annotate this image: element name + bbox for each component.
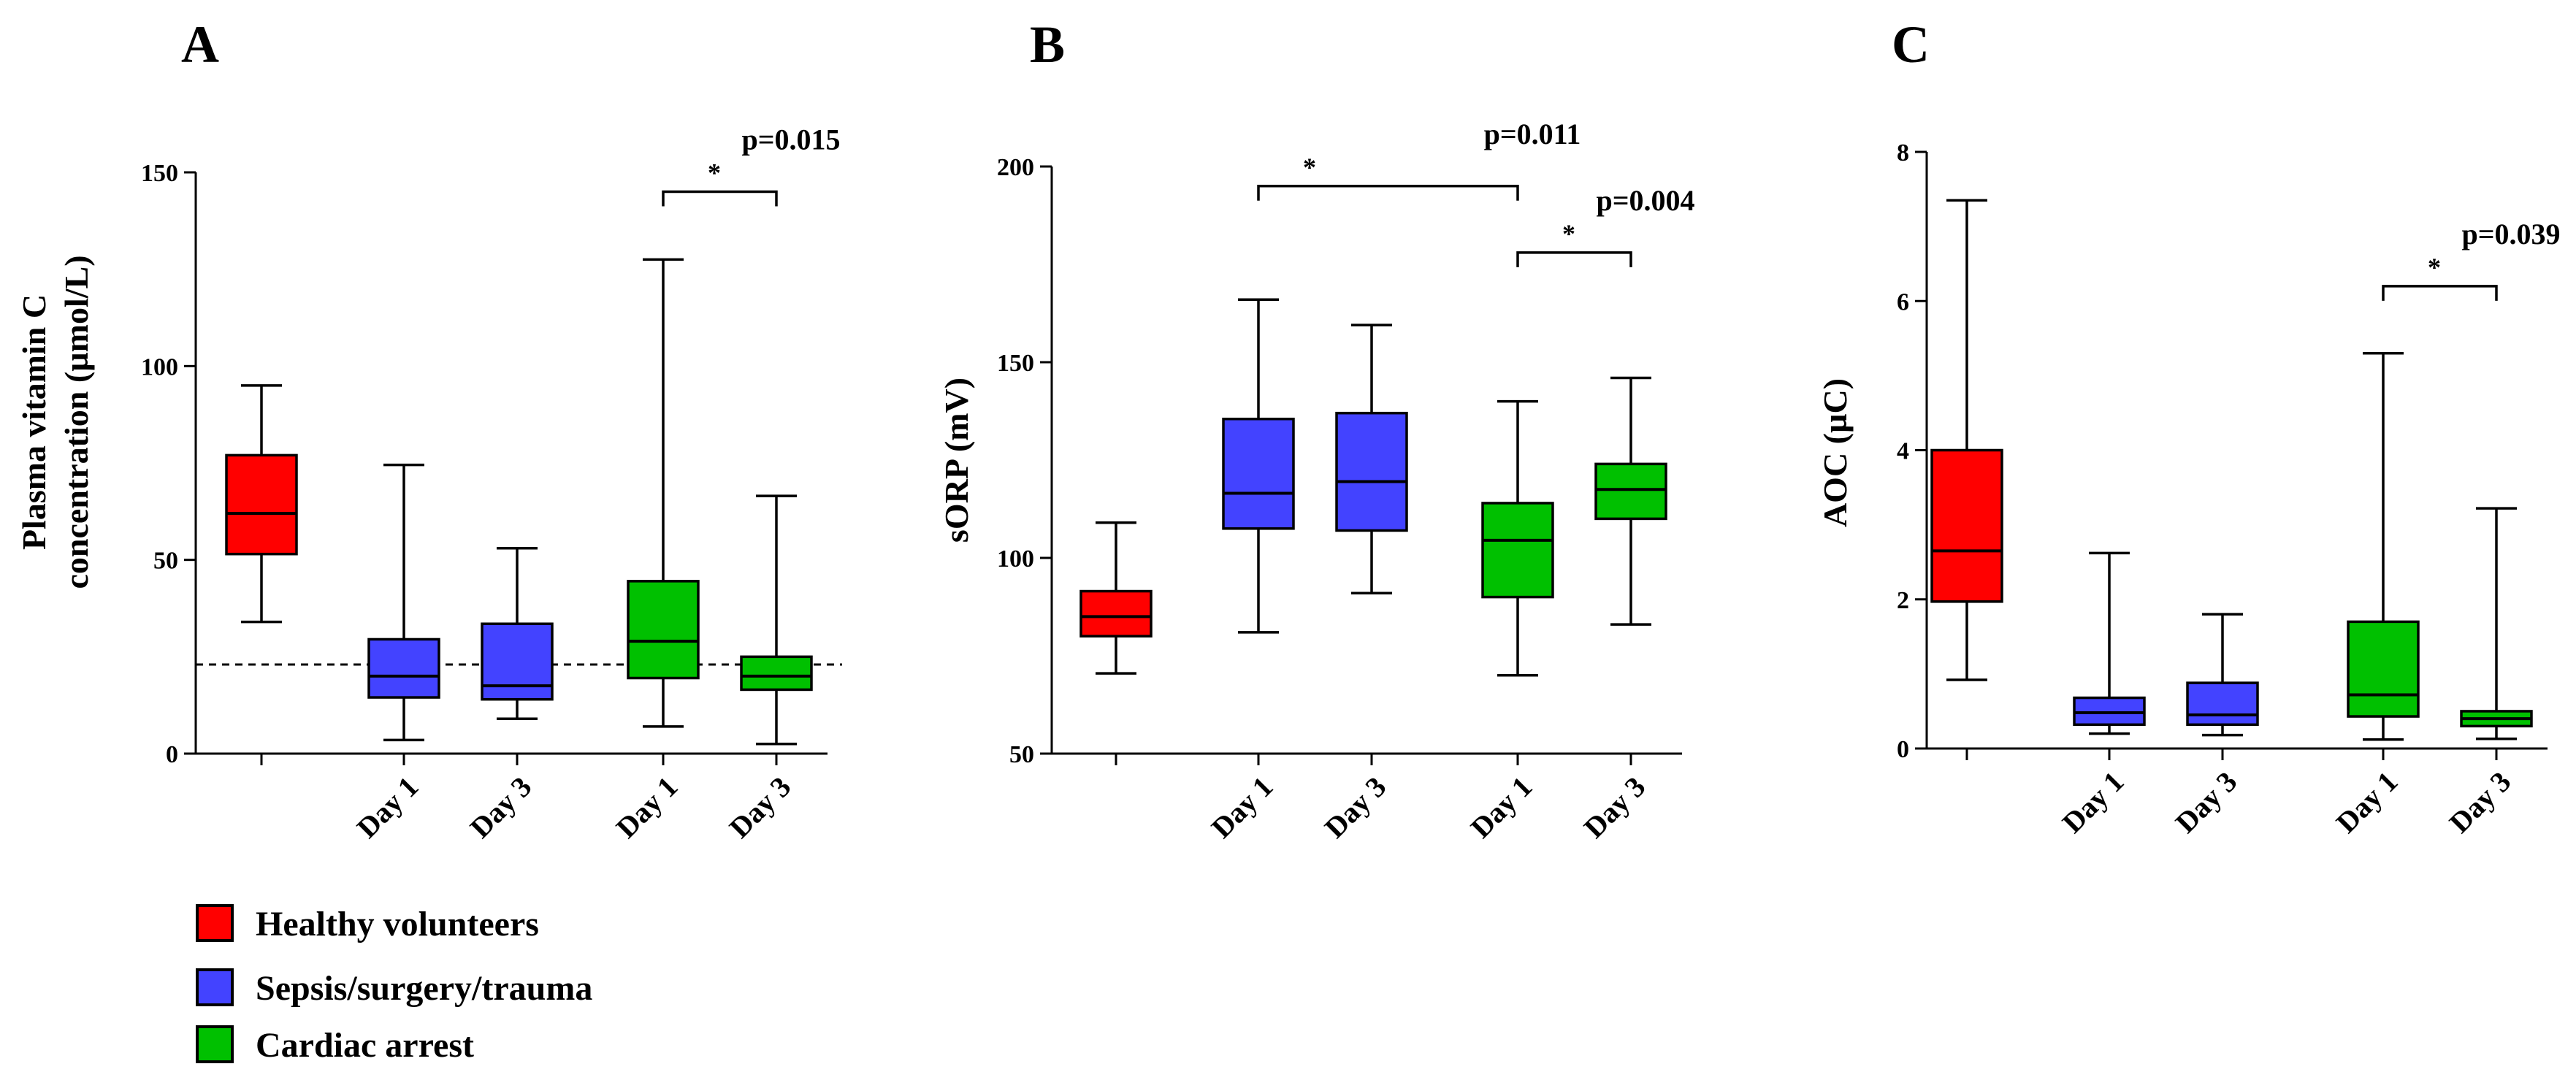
y-axis-label-line-2: concentration (µmol/L) bbox=[58, 255, 95, 589]
y-tick-label: 8 bbox=[1897, 139, 1909, 166]
box bbox=[2347, 620, 2420, 718]
box bbox=[1079, 589, 1153, 638]
p-value-label: p=0.004 bbox=[1596, 184, 1694, 217]
y-tick-label: 0 bbox=[166, 741, 178, 768]
y-axis-label: sORP (mV) bbox=[938, 378, 975, 543]
y-tick-label: 50 bbox=[153, 548, 178, 575]
y-tick-label: 50 bbox=[1009, 741, 1034, 768]
box bbox=[740, 655, 813, 692]
panel-letter-b: B bbox=[1030, 15, 1065, 74]
significance-bracket bbox=[1516, 251, 1632, 267]
p-value-label: p=0.015 bbox=[741, 123, 840, 156]
y-tick-label: 100 bbox=[141, 353, 178, 380]
plot-area-a: 0 50 100 150 Day 1 Day 3 Day 1 Day 3 * p=0.015 bbox=[141, 123, 842, 845]
x-tick-label: Day 1 bbox=[2056, 765, 2130, 840]
y-axis-label-line-1: Plasma vitamin C bbox=[15, 294, 53, 550]
x-tick-label: Day 3 bbox=[2443, 765, 2518, 840]
x-tick-label: Day 3 bbox=[2169, 765, 2244, 840]
x-tick-label: Day 1 bbox=[1464, 770, 1539, 845]
panel-letter-c: C bbox=[1892, 15, 1930, 74]
p-value-label: p=0.011 bbox=[1484, 118, 1581, 150]
box bbox=[2186, 681, 2259, 727]
y-tick-label: 6 bbox=[1897, 288, 1909, 315]
x-tick-label: Day 3 bbox=[723, 770, 798, 845]
panel-a: A Plasma vitamin C concentration (µmol/L… bbox=[15, 15, 842, 844]
x-tick-label: Day 1 bbox=[351, 770, 425, 845]
significance-bracket bbox=[1257, 185, 1519, 201]
legend-swatch-healthy bbox=[196, 904, 234, 942]
x-tick-label: Day 1 bbox=[2330, 765, 2404, 840]
box bbox=[367, 638, 440, 699]
y-tick-label: 2 bbox=[1897, 587, 1909, 614]
box bbox=[627, 580, 700, 680]
significance-star: * bbox=[708, 158, 721, 188]
significance-star: * bbox=[2428, 253, 2441, 282]
p-value-label: p=0.039 bbox=[2461, 218, 2560, 250]
box bbox=[1594, 462, 1667, 521]
box bbox=[1335, 411, 1408, 532]
significance-star: * bbox=[1562, 219, 1575, 248]
y-tick-label: 200 bbox=[997, 154, 1034, 181]
legend-swatch-sepsis bbox=[196, 968, 234, 1006]
legend: Healthy volunteers Sepsis/surgery/trauma… bbox=[196, 904, 592, 1065]
x-tick-label: Day 3 bbox=[1318, 770, 1393, 845]
box bbox=[1222, 417, 1295, 530]
significance-bracket bbox=[662, 190, 778, 207]
x-tick-label: Day 1 bbox=[1205, 770, 1280, 845]
significance-star: * bbox=[1303, 153, 1316, 182]
panel-c: C AOC (µC) 0 2 4 6 8 Day 1 Day 3 Day 1 Day 3 * p=0… bbox=[1816, 15, 2561, 839]
plot-area-b: 50 100 150 200 Day 1 Day 3 Day 1 Day 3 * p=0.011 *… bbox=[997, 118, 1695, 844]
significance-bracket bbox=[2382, 285, 2498, 301]
legend-label-healthy: Healthy volunteers bbox=[256, 905, 539, 943]
x-tick-label: Day 1 bbox=[610, 770, 684, 845]
box bbox=[481, 622, 554, 701]
panel-b: B sORP (mV) 50 100 150 200 Day 1 Day 3 Day 1 Da… bbox=[938, 15, 1695, 844]
y-tick-label: 150 bbox=[141, 160, 178, 187]
y-axis-label: AOC (µC) bbox=[1816, 378, 1854, 527]
y-tick-label: 150 bbox=[997, 350, 1034, 377]
box bbox=[225, 453, 298, 556]
box bbox=[2073, 696, 2146, 727]
y-tick-label: 4 bbox=[1897, 438, 1909, 465]
panel-letter-a: A bbox=[181, 15, 219, 74]
box bbox=[1930, 448, 2003, 603]
legend-label-sepsis: Sepsis/surgery/trauma bbox=[256, 969, 592, 1008]
y-tick-label: 0 bbox=[1897, 736, 1909, 763]
x-tick-label: Day 3 bbox=[464, 770, 538, 845]
legend-swatch-cardiac bbox=[196, 1025, 234, 1063]
y-tick-label: 100 bbox=[997, 545, 1034, 573]
box bbox=[1481, 502, 1554, 599]
x-tick-label: Day 3 bbox=[1578, 770, 1652, 845]
legend-label-cardiac: Cardiac arrest bbox=[256, 1026, 474, 1065]
plot-area-c: 0 2 4 6 8 Day 1 Day 3 Day 1 Day 3 * p=0.039 bbox=[1897, 139, 2561, 839]
